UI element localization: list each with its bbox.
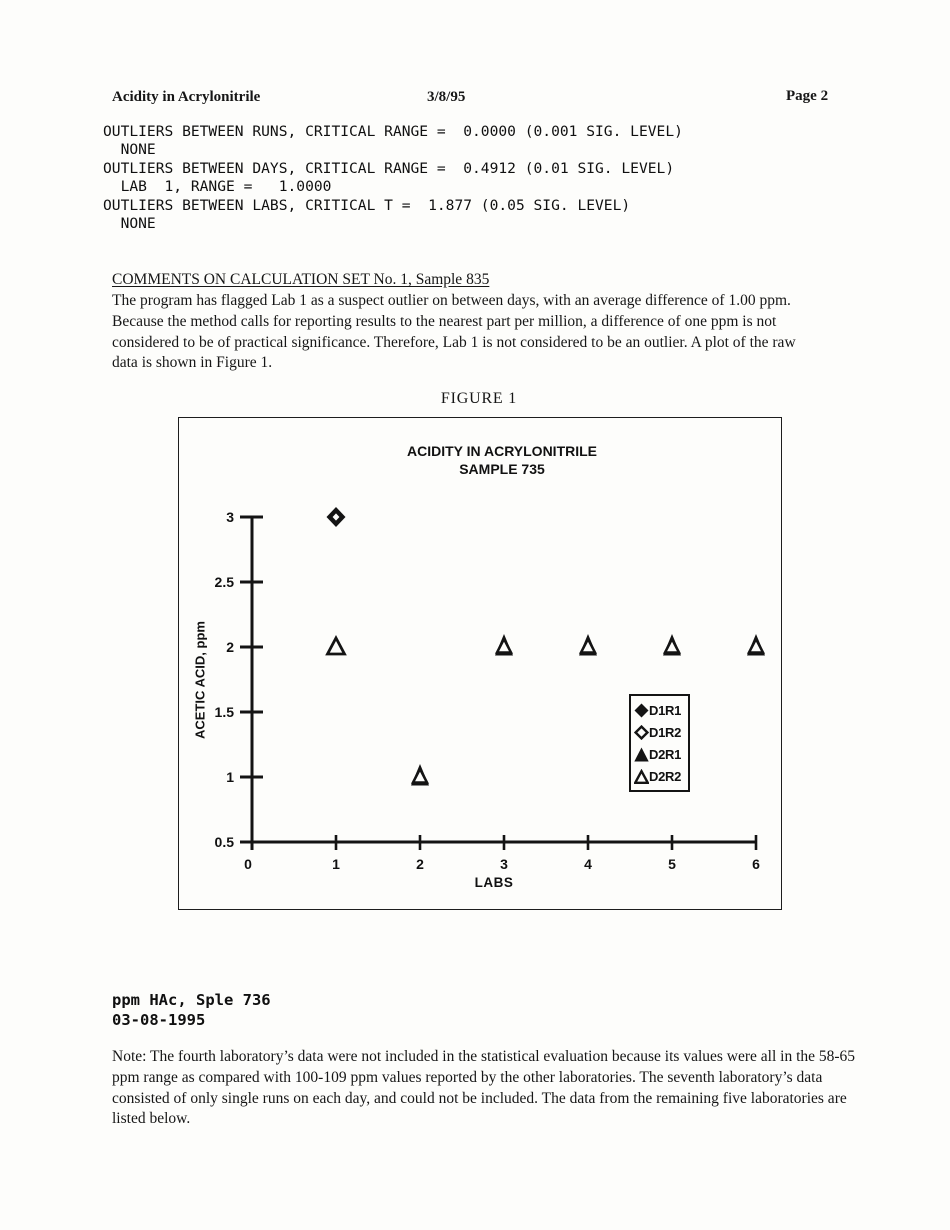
marker-open-triangle: [494, 636, 514, 654]
x-tick-label: 2: [416, 856, 424, 872]
x-tick-label: 1: [332, 856, 340, 872]
legend-item-d1r2: D1R2: [634, 721, 688, 743]
comments-paragraph: The program has flagged Lab 1 as a suspe…: [112, 292, 796, 372]
legend-label: D1R1: [649, 702, 682, 718]
y-tick-label: 3: [226, 509, 234, 525]
chart-title-line1: ACIDITY IN ACRYLONITRILE: [406, 443, 598, 459]
page-number: Page 2: [786, 88, 829, 104]
document-title: Acidity in Acrylonitrile: [112, 89, 261, 105]
y-tick-label: 2.5: [215, 574, 235, 590]
y-tick-label: 0.5: [215, 834, 235, 850]
x-tick-label: 3: [500, 856, 508, 872]
comments-heading: COMMENTS ON CALCULATION SET No. 1, Sampl…: [112, 271, 490, 288]
x-tick-label: 5: [668, 856, 676, 872]
document-date: 3/8/95: [427, 89, 466, 105]
open-triangle-icon: [634, 768, 649, 784]
filled-triangle-icon: [634, 747, 649, 761]
legend-item-d2r2: D2R2: [634, 765, 688, 787]
y-tick-label: 1.5: [215, 704, 235, 720]
sample-id-text: ppm HAc, Sple 736 03-08-1995: [112, 991, 271, 1029]
scatter-plot: 3 2.5 2 1.5 1 0.5 0 1 2 3 4 5 6: [215, 507, 766, 872]
chart-title: ACIDITY IN ACRYLONITRILE SAMPLE 735: [223, 442, 781, 478]
legend-label: D1R2: [649, 724, 682, 740]
legend-label: D2R2: [649, 768, 682, 784]
marker-open-triangle: [578, 636, 598, 654]
marker-open-triangle: [325, 635, 347, 656]
open-diamond-icon: [634, 724, 649, 740]
figure-1-chart: ACIDITY IN ACRYLONITRILE SAMPLE 735 ACET…: [178, 417, 782, 910]
figure-caption: FIGURE 1: [440, 390, 518, 407]
x-tick-label: 6: [752, 856, 760, 872]
x-axis-label: LABS: [474, 875, 514, 890]
filled-diamond-icon: [634, 703, 649, 717]
legend-item-d2r1: D2R1: [634, 743, 688, 765]
marker-open-triangle: [746, 636, 766, 654]
chart-legend: D1R1 D1R2 D2R1 D2R2: [629, 694, 690, 792]
note-paragraph: Note: The fourth laboratory’s data were …: [112, 1048, 856, 1128]
y-tick-label: 1: [226, 769, 234, 785]
outlier-report-text: OUTLIERS BETWEEN RUNS, CRITICAL RANGE = …: [103, 123, 683, 233]
x-tick-label: 0: [244, 856, 252, 872]
chart-title-line2: SAMPLE 735: [459, 461, 545, 477]
x-tick-label: 4: [584, 856, 592, 872]
legend-label: D2R1: [649, 746, 682, 762]
marker-open-triangle: [410, 766, 430, 784]
legend-item-d1r1: D1R1: [634, 699, 688, 721]
y-tick-label: 2: [226, 639, 234, 655]
marker-open-triangle: [662, 636, 682, 654]
